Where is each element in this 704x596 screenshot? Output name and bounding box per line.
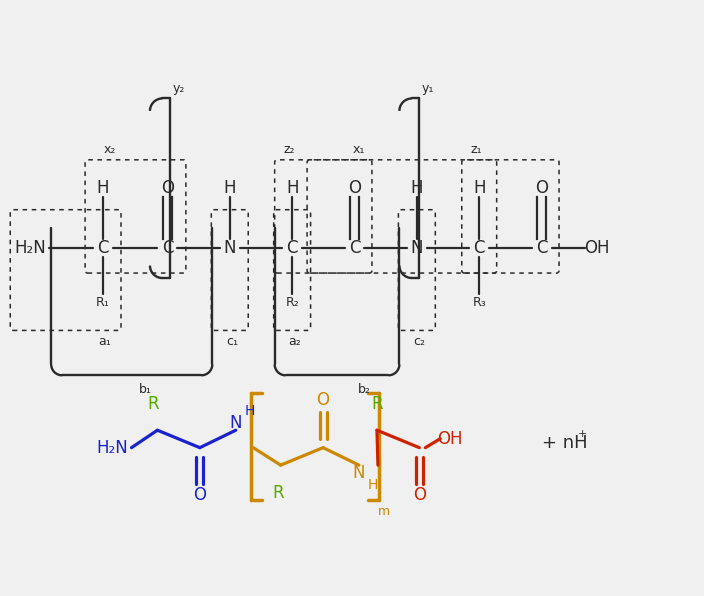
Text: +: + [578, 429, 587, 439]
Text: b₂: b₂ [358, 383, 371, 396]
Text: N: N [410, 239, 423, 257]
Text: H: H [473, 179, 486, 197]
Text: C: C [348, 239, 360, 257]
Text: z₂: z₂ [284, 143, 296, 156]
Text: H₂N: H₂N [96, 439, 128, 457]
Text: H: H [244, 404, 255, 418]
Text: y₂: y₂ [172, 82, 184, 95]
Text: H: H [224, 179, 236, 197]
Text: C: C [287, 239, 298, 257]
Text: x₁: x₁ [352, 143, 365, 156]
Text: N: N [353, 464, 365, 482]
Text: O: O [161, 179, 174, 197]
Text: H: H [410, 179, 423, 197]
Text: N: N [230, 414, 242, 432]
Text: m: m [378, 505, 391, 517]
Text: R₁: R₁ [96, 296, 109, 309]
Text: R₃: R₃ [472, 296, 486, 309]
Text: x₂: x₂ [104, 143, 116, 156]
Text: C: C [536, 239, 547, 257]
Text: O: O [348, 179, 361, 197]
Text: O: O [317, 391, 329, 409]
Text: + nH: + nH [541, 434, 587, 452]
Text: R: R [148, 395, 159, 413]
Text: a₁: a₁ [99, 336, 111, 349]
Text: c₁: c₁ [226, 336, 238, 349]
Text: OH: OH [437, 430, 463, 448]
Text: H₂N: H₂N [14, 239, 46, 257]
Text: z₁: z₁ [471, 143, 482, 156]
Text: O: O [413, 486, 426, 504]
Text: b₁: b₁ [139, 383, 151, 396]
Text: H: H [286, 179, 298, 197]
Text: OH: OH [584, 239, 609, 257]
Text: O: O [535, 179, 548, 197]
Text: R: R [272, 483, 284, 502]
Text: H: H [96, 179, 109, 197]
Text: R: R [371, 395, 383, 413]
Text: N: N [224, 239, 236, 257]
Text: C: C [97, 239, 108, 257]
Text: C: C [162, 239, 173, 257]
Text: a₂: a₂ [288, 336, 301, 349]
Text: O: O [194, 486, 206, 504]
Text: H: H [367, 478, 378, 492]
Text: y₁: y₁ [422, 82, 434, 95]
Text: R₂: R₂ [285, 296, 299, 309]
Text: C: C [474, 239, 485, 257]
Text: c₂: c₂ [413, 336, 425, 349]
